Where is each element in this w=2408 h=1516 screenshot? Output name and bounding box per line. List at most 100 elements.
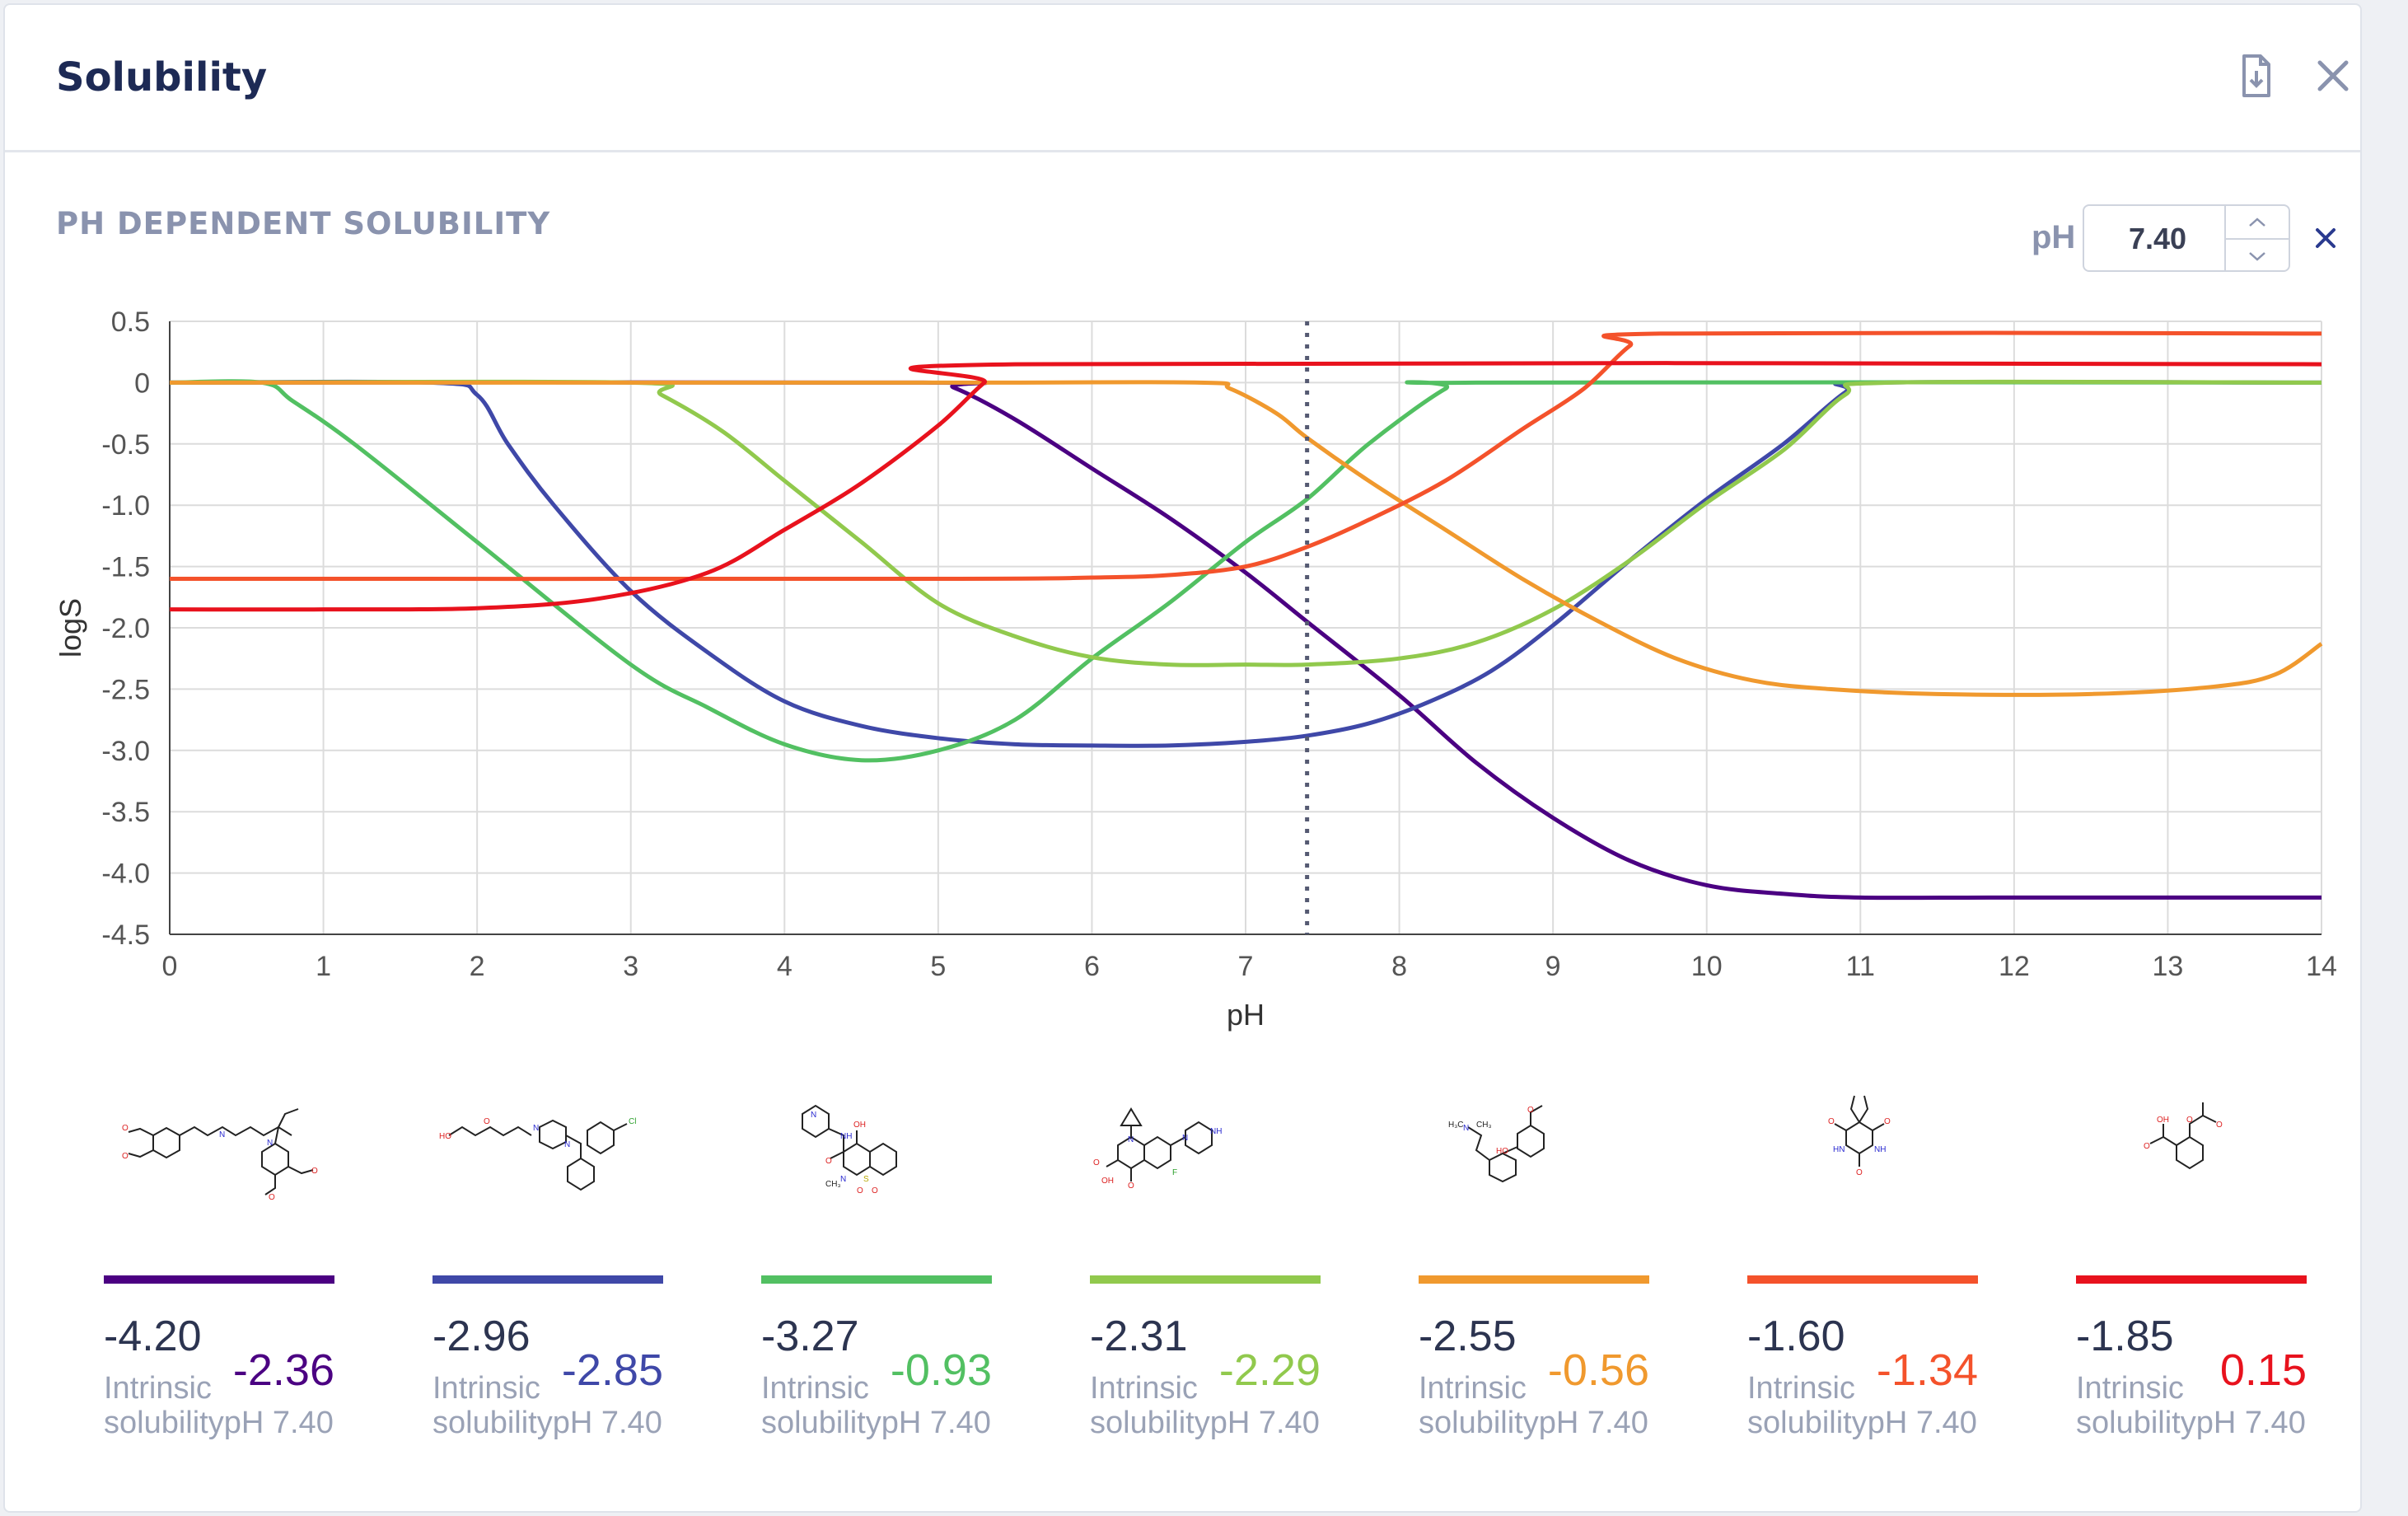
y-tick-label: -4.5 xyxy=(101,919,150,951)
svg-text:S: S xyxy=(863,1175,869,1184)
x-tick-label: 6 xyxy=(1084,951,1100,982)
x-tick-label: 5 xyxy=(930,951,946,982)
ph-solubility-value: -0.93 xyxy=(890,1345,992,1395)
intrinsic-solubility-value: -2.31 xyxy=(1090,1312,1188,1360)
y-tick-label: -4.0 xyxy=(101,859,150,890)
card-labels: Intrinsic solubilitypH 7.40 xyxy=(433,1371,662,1440)
series-line-compound-4 xyxy=(169,379,2322,667)
x-tick-label: 7 xyxy=(1238,951,1254,982)
series-line-compound-5 xyxy=(170,380,2323,697)
molecule-image: N N NH F O O OH xyxy=(1093,1107,1222,1191)
solubility-label: solubility xyxy=(433,1406,553,1440)
svg-text:Cl: Cl xyxy=(629,1117,636,1126)
ph-solubility-value: -2.36 xyxy=(232,1345,334,1395)
intrinsic-label: Intrinsic xyxy=(1090,1371,1198,1406)
solubility-label: solubility xyxy=(1090,1406,1210,1440)
solubility-label: solubility xyxy=(761,1406,881,1440)
svg-text:N: N xyxy=(840,1175,846,1184)
barbital-structure: O O O HN NH xyxy=(1747,1084,1983,1249)
series-color-bar xyxy=(1747,1275,1978,1284)
card-labels: Intrinsic solubilitypH 7.40 xyxy=(1419,1371,1648,1440)
series-line-compound-6 xyxy=(169,330,2322,582)
ph-label: pH 7.40 xyxy=(1538,1406,1648,1440)
compound-card[interactable]: N N NH F O O OH -2.31 -2.29 Intrinsic solubi… xyxy=(1090,1084,1326,1463)
series-color-bar xyxy=(1090,1275,1321,1284)
ph-solubility-value: -2.29 xyxy=(1218,1345,1321,1395)
series-color-bar xyxy=(2076,1275,2307,1284)
x-tick-label: 10 xyxy=(1691,951,1723,982)
compound-card[interactable]: OH O O O -1.85 0.15 Intrinsic solubilitypH … xyxy=(2076,1084,2312,1463)
svg-text:CH₃: CH₃ xyxy=(825,1180,841,1189)
ph-solubility-value: 0.15 xyxy=(2219,1345,2307,1395)
intrinsic-label: Intrinsic xyxy=(1747,1371,1855,1406)
card-labels: Intrinsic solubilitypH 7.40 xyxy=(1090,1371,1320,1440)
series-line-compound-3 xyxy=(169,379,2322,763)
svg-text:O: O xyxy=(2186,1116,2193,1125)
compound-card[interactable]: O O O HN NH -1.60 -1.34 Intrinsic solubilit… xyxy=(1747,1084,1983,1463)
x-tick-label: 8 xyxy=(1391,951,1407,982)
cetirizine-structure: HO O N N Cl xyxy=(433,1084,668,1249)
svg-text:O: O xyxy=(872,1186,878,1195)
svg-text:O: O xyxy=(1856,1168,1863,1177)
svg-text:O: O xyxy=(311,1167,318,1176)
x-tick-label: 2 xyxy=(470,951,485,982)
svg-text:F: F xyxy=(1172,1168,1177,1177)
ph-label: pH xyxy=(2032,219,2076,255)
y-tick-label: 0 xyxy=(134,367,150,399)
molecule-image: O O N N O O xyxy=(122,1108,318,1202)
x-tick-label: 3 xyxy=(623,951,638,982)
verapamil-structure: O O N N O O xyxy=(104,1084,339,1249)
ph-label: pH 7.40 xyxy=(552,1406,662,1440)
svg-text:HN: HN xyxy=(1833,1145,1845,1154)
ph-clear-button[interactable] xyxy=(2305,218,2346,259)
compound-card[interactable]: O O N N O O -4.20 -2.36 Intrinsic solubility… xyxy=(104,1084,339,1463)
section-title: PH DEPENDENT SOLUBILITY xyxy=(56,206,551,241)
molecule-image: HO O N N Cl xyxy=(439,1117,636,1191)
compound-card[interactable]: N H₃C CH₃ HO O -2.55 -0.56 Intrinsic solubi… xyxy=(1419,1084,1654,1463)
ph-increment-button[interactable] xyxy=(2226,206,2289,238)
close-icon xyxy=(2316,228,2336,248)
ph-label: pH 7.40 xyxy=(881,1406,991,1440)
svg-text:OH: OH xyxy=(853,1121,866,1130)
ph-solubility-value: -0.56 xyxy=(1547,1345,1649,1395)
intrinsic-solubility-value: -2.96 xyxy=(433,1312,531,1360)
download-file-icon[interactable] xyxy=(2231,51,2280,101)
solubility-label: solubility xyxy=(104,1406,224,1440)
card-labels: Intrinsic solubilitypH 7.40 xyxy=(104,1371,334,1440)
svg-text:O: O xyxy=(269,1193,275,1202)
svg-text:NH: NH xyxy=(1210,1127,1222,1136)
svg-text:CH₃: CH₃ xyxy=(1476,1121,1492,1130)
compound-card[interactable]: HO O N N Cl -2.96 -2.85 Intrinsic solubilit… xyxy=(433,1084,668,1463)
x-axis-label: pH xyxy=(1227,998,1265,1032)
close-icon[interactable] xyxy=(2308,51,2358,101)
ciprofloxacin-structure: N N NH F O O OH xyxy=(1090,1084,1326,1249)
ph-decrement-button[interactable] xyxy=(2226,238,2289,272)
svg-text:O: O xyxy=(2216,1121,2223,1130)
svg-text:NH: NH xyxy=(1874,1145,1886,1154)
ph-label: pH 7.40 xyxy=(2195,1406,2306,1440)
ph-input[interactable] xyxy=(2086,208,2229,270)
intrinsic-label: Intrinsic xyxy=(1419,1371,1527,1406)
series-line-compound-7 xyxy=(169,360,2322,612)
x-tick-label: 14 xyxy=(2306,951,2337,982)
x-tick-label: 1 xyxy=(316,951,331,982)
intrinsic-solubility-value: -1.85 xyxy=(2076,1312,2174,1360)
intrinsic-solubility-value: -2.55 xyxy=(1419,1312,1517,1360)
svg-text:O: O xyxy=(1093,1158,1100,1167)
svg-text:O: O xyxy=(1527,1106,1534,1115)
series-color-bar xyxy=(104,1275,334,1284)
svg-text:N: N xyxy=(1128,1135,1134,1144)
solubility-label: solubility xyxy=(1747,1406,1868,1440)
ph-label: pH 7.40 xyxy=(1209,1406,1320,1440)
svg-text:N: N xyxy=(267,1139,273,1148)
ph-solubility-value: -2.85 xyxy=(561,1345,663,1395)
tramadol-structure: N H₃C CH₃ HO O xyxy=(1419,1084,1654,1249)
svg-text:O: O xyxy=(857,1186,863,1195)
x-tick-label: 11 xyxy=(1846,951,1875,982)
x-tick-label: 12 xyxy=(1999,951,2030,982)
y-tick-label: -2.5 xyxy=(101,674,150,705)
svg-text:HO: HO xyxy=(439,1132,451,1141)
